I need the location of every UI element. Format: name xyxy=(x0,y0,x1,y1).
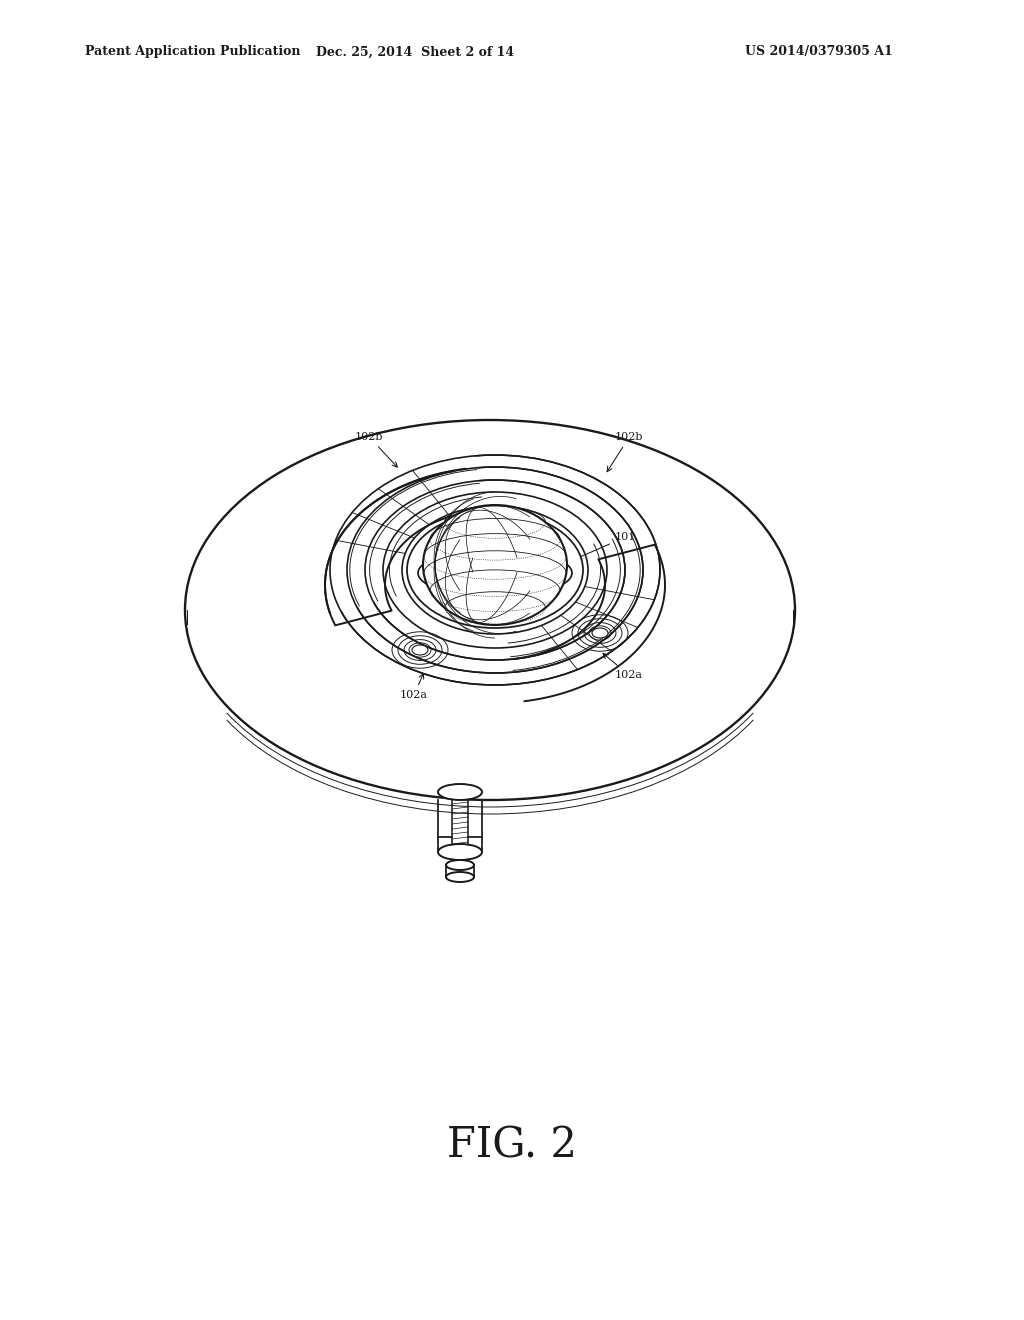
Text: US 2014/0379305 A1: US 2014/0379305 A1 xyxy=(745,45,893,58)
Ellipse shape xyxy=(446,861,474,870)
Polygon shape xyxy=(325,469,476,626)
Ellipse shape xyxy=(592,628,608,638)
Ellipse shape xyxy=(438,843,482,861)
Text: 102a: 102a xyxy=(603,653,643,680)
Ellipse shape xyxy=(438,784,482,800)
Text: Dec. 25, 2014  Sheet 2 of 14: Dec. 25, 2014 Sheet 2 of 14 xyxy=(316,45,514,58)
Polygon shape xyxy=(514,545,665,701)
Ellipse shape xyxy=(446,873,474,882)
Text: Patent Application Publication: Patent Application Publication xyxy=(85,45,300,58)
Ellipse shape xyxy=(185,420,795,800)
Text: 102b: 102b xyxy=(607,432,643,471)
Text: 101: 101 xyxy=(577,532,636,558)
Ellipse shape xyxy=(423,506,567,624)
Text: FIG. 2: FIG. 2 xyxy=(447,1125,577,1166)
Text: 102a: 102a xyxy=(400,673,428,700)
Ellipse shape xyxy=(407,512,583,628)
Ellipse shape xyxy=(418,549,572,597)
Ellipse shape xyxy=(412,645,428,655)
Text: 102b: 102b xyxy=(355,432,397,467)
